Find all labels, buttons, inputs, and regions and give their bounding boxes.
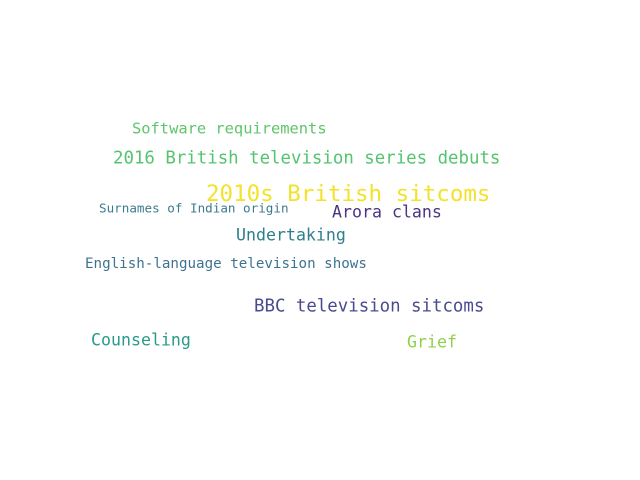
word-undertaking: Undertaking <box>236 225 346 245</box>
word-grief: Grief <box>407 332 457 352</box>
word-2010s-british-sitcoms: 2010s British sitcoms <box>206 180 491 207</box>
word-software-requirements: Software requirements <box>132 119 327 138</box>
word-english-language-television-shows: English-language television shows <box>85 255 367 272</box>
word-surnames-of-indian-origin: Surnames of Indian origin <box>99 200 289 216</box>
word-2016-british-television-series-debuts: 2016 British television series debuts <box>113 148 501 169</box>
word-bbc-television-sitcoms: BBC television sitcoms <box>254 296 485 317</box>
word-arora-clans: Arora clans <box>332 202 442 222</box>
word-counseling: Counseling <box>91 330 191 350</box>
